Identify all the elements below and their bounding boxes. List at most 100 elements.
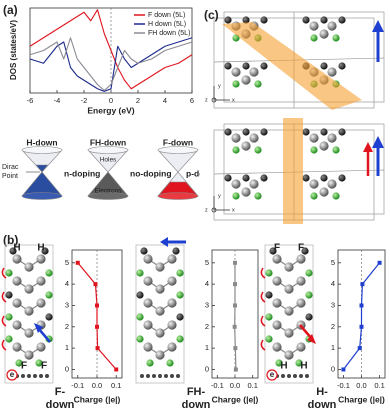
charge-point <box>360 282 365 287</box>
x-tick-label: 0.1 <box>247 381 257 390</box>
axis-triad-label: x <box>232 207 235 213</box>
charge-point <box>233 346 238 351</box>
panel-c: (c) <box>200 0 390 226</box>
structure-name: H- <box>316 386 328 398</box>
y-tick-label: 2 <box>65 322 69 331</box>
atom-label: F <box>21 361 27 372</box>
x-tick-label: -6 <box>27 96 34 105</box>
x-tick-label: 0.0 <box>356 381 366 390</box>
atom-label: F <box>298 243 304 254</box>
atom-label: H <box>13 243 20 254</box>
dirac-label: Dirac <box>2 164 19 171</box>
charge-point <box>95 346 100 351</box>
x-tick-label: 2 <box>136 96 140 105</box>
x-tick-label: 4 <box>163 96 167 105</box>
x-axis-label: Charge (|e|) <box>74 394 121 404</box>
charge-point <box>75 260 80 265</box>
charge-point <box>377 260 382 265</box>
y-tick-label: 4 <box>331 279 335 288</box>
y-tick-label: 4 <box>65 279 69 288</box>
charge-point <box>95 303 99 308</box>
charge-point <box>357 346 362 351</box>
dos-line <box>29 37 193 91</box>
charge-point <box>95 324 99 329</box>
atom-label: H <box>280 361 287 372</box>
x-axis-label: Charge (|e|) <box>338 394 385 404</box>
x-tick-label: 0.1 <box>111 381 121 390</box>
panel-label: (b) <box>3 233 18 247</box>
y-tick-label: 1 <box>65 343 69 352</box>
doping-label: n-doping <box>64 168 100 178</box>
atom-label: H <box>300 361 307 372</box>
charge-point <box>114 367 119 372</box>
x-tick-label: 0.0 <box>230 381 240 390</box>
axis-triad-label: z <box>205 97 208 103</box>
atom-label: F <box>274 243 280 254</box>
dirac-label: Point <box>2 173 18 180</box>
x-tick-label: 0.0 <box>92 381 102 390</box>
charge-point <box>232 324 237 329</box>
y-tick-label: 2 <box>205 322 209 331</box>
y-tick-label: 4 <box>205 279 209 288</box>
y-axis-label: DOS (states/eV) <box>9 20 18 80</box>
dos-line <box>29 37 193 92</box>
atom-label: F <box>41 361 47 372</box>
holes-label: Holes <box>100 157 117 164</box>
x-tick-label: 6 <box>190 96 194 105</box>
axis-triad-label: y <box>218 83 221 89</box>
y-tick-label: 0 <box>65 364 69 373</box>
electrons-label: Electrons <box>94 188 122 195</box>
cone-title: H-down <box>26 137 57 147</box>
x-tick-label: -4 <box>54 96 61 105</box>
axis-triad-label: y <box>218 193 221 199</box>
structure-name: down <box>182 399 211 411</box>
structures <box>1 237 316 383</box>
y-tick-label: 2 <box>331 322 335 331</box>
charge-point <box>93 282 98 287</box>
x-tick-label: -0.1 <box>211 381 224 390</box>
charge-point <box>233 260 237 265</box>
y-tick-label: 0 <box>331 364 335 373</box>
charge-line <box>342 262 381 370</box>
charge-point <box>359 324 364 329</box>
axis-triad-label: z <box>205 207 208 213</box>
atom-label: H <box>37 243 44 254</box>
doping-label: p-dopi <box>186 168 212 178</box>
charge-line <box>234 262 237 370</box>
x-tick-label: 0.1 <box>374 381 384 390</box>
y-tick-label: 5 <box>331 258 335 267</box>
structure-name: down <box>308 399 337 411</box>
structure-name: down <box>46 399 75 411</box>
charge-point <box>233 282 237 287</box>
structure-name: F- <box>55 386 66 398</box>
charge-label: e <box>10 370 15 379</box>
charge-label: e <box>270 370 275 379</box>
panel-label: (c) <box>204 8 219 22</box>
cone-title: F-down <box>163 137 193 147</box>
legend-label: H down (5L) <box>148 21 186 28</box>
x-axis-label: Energy (eV) <box>87 105 134 115</box>
axis-triad-label: x <box>232 97 235 103</box>
doping-label: no-doping <box>130 168 172 178</box>
y-tick-label: 1 <box>331 343 335 352</box>
charge-point <box>359 303 364 308</box>
panel-label: (a) <box>3 3 18 17</box>
y-tick-label: 3 <box>65 300 69 309</box>
x-tick-label: -2 <box>81 96 88 105</box>
charge-line <box>77 262 117 370</box>
charge-point <box>233 367 238 372</box>
y-tick-label: 5 <box>205 258 209 267</box>
x-tick-label: -0.1 <box>337 381 350 390</box>
x-tick-label: -0.1 <box>71 381 84 390</box>
y-tick-label: 3 <box>331 300 335 309</box>
cone-title: FH-down <box>90 137 126 147</box>
x-axis-label: Charge (|e|) <box>212 394 259 404</box>
dos-line <box>29 9 193 90</box>
doping-diagram <box>21 146 199 200</box>
y-tick-label: 0 <box>205 364 209 373</box>
legend-label: F down (5L) <box>148 12 185 19</box>
structure-name: FH- <box>187 386 206 398</box>
y-tick-label: 1 <box>205 343 209 352</box>
charge-point <box>233 303 237 308</box>
